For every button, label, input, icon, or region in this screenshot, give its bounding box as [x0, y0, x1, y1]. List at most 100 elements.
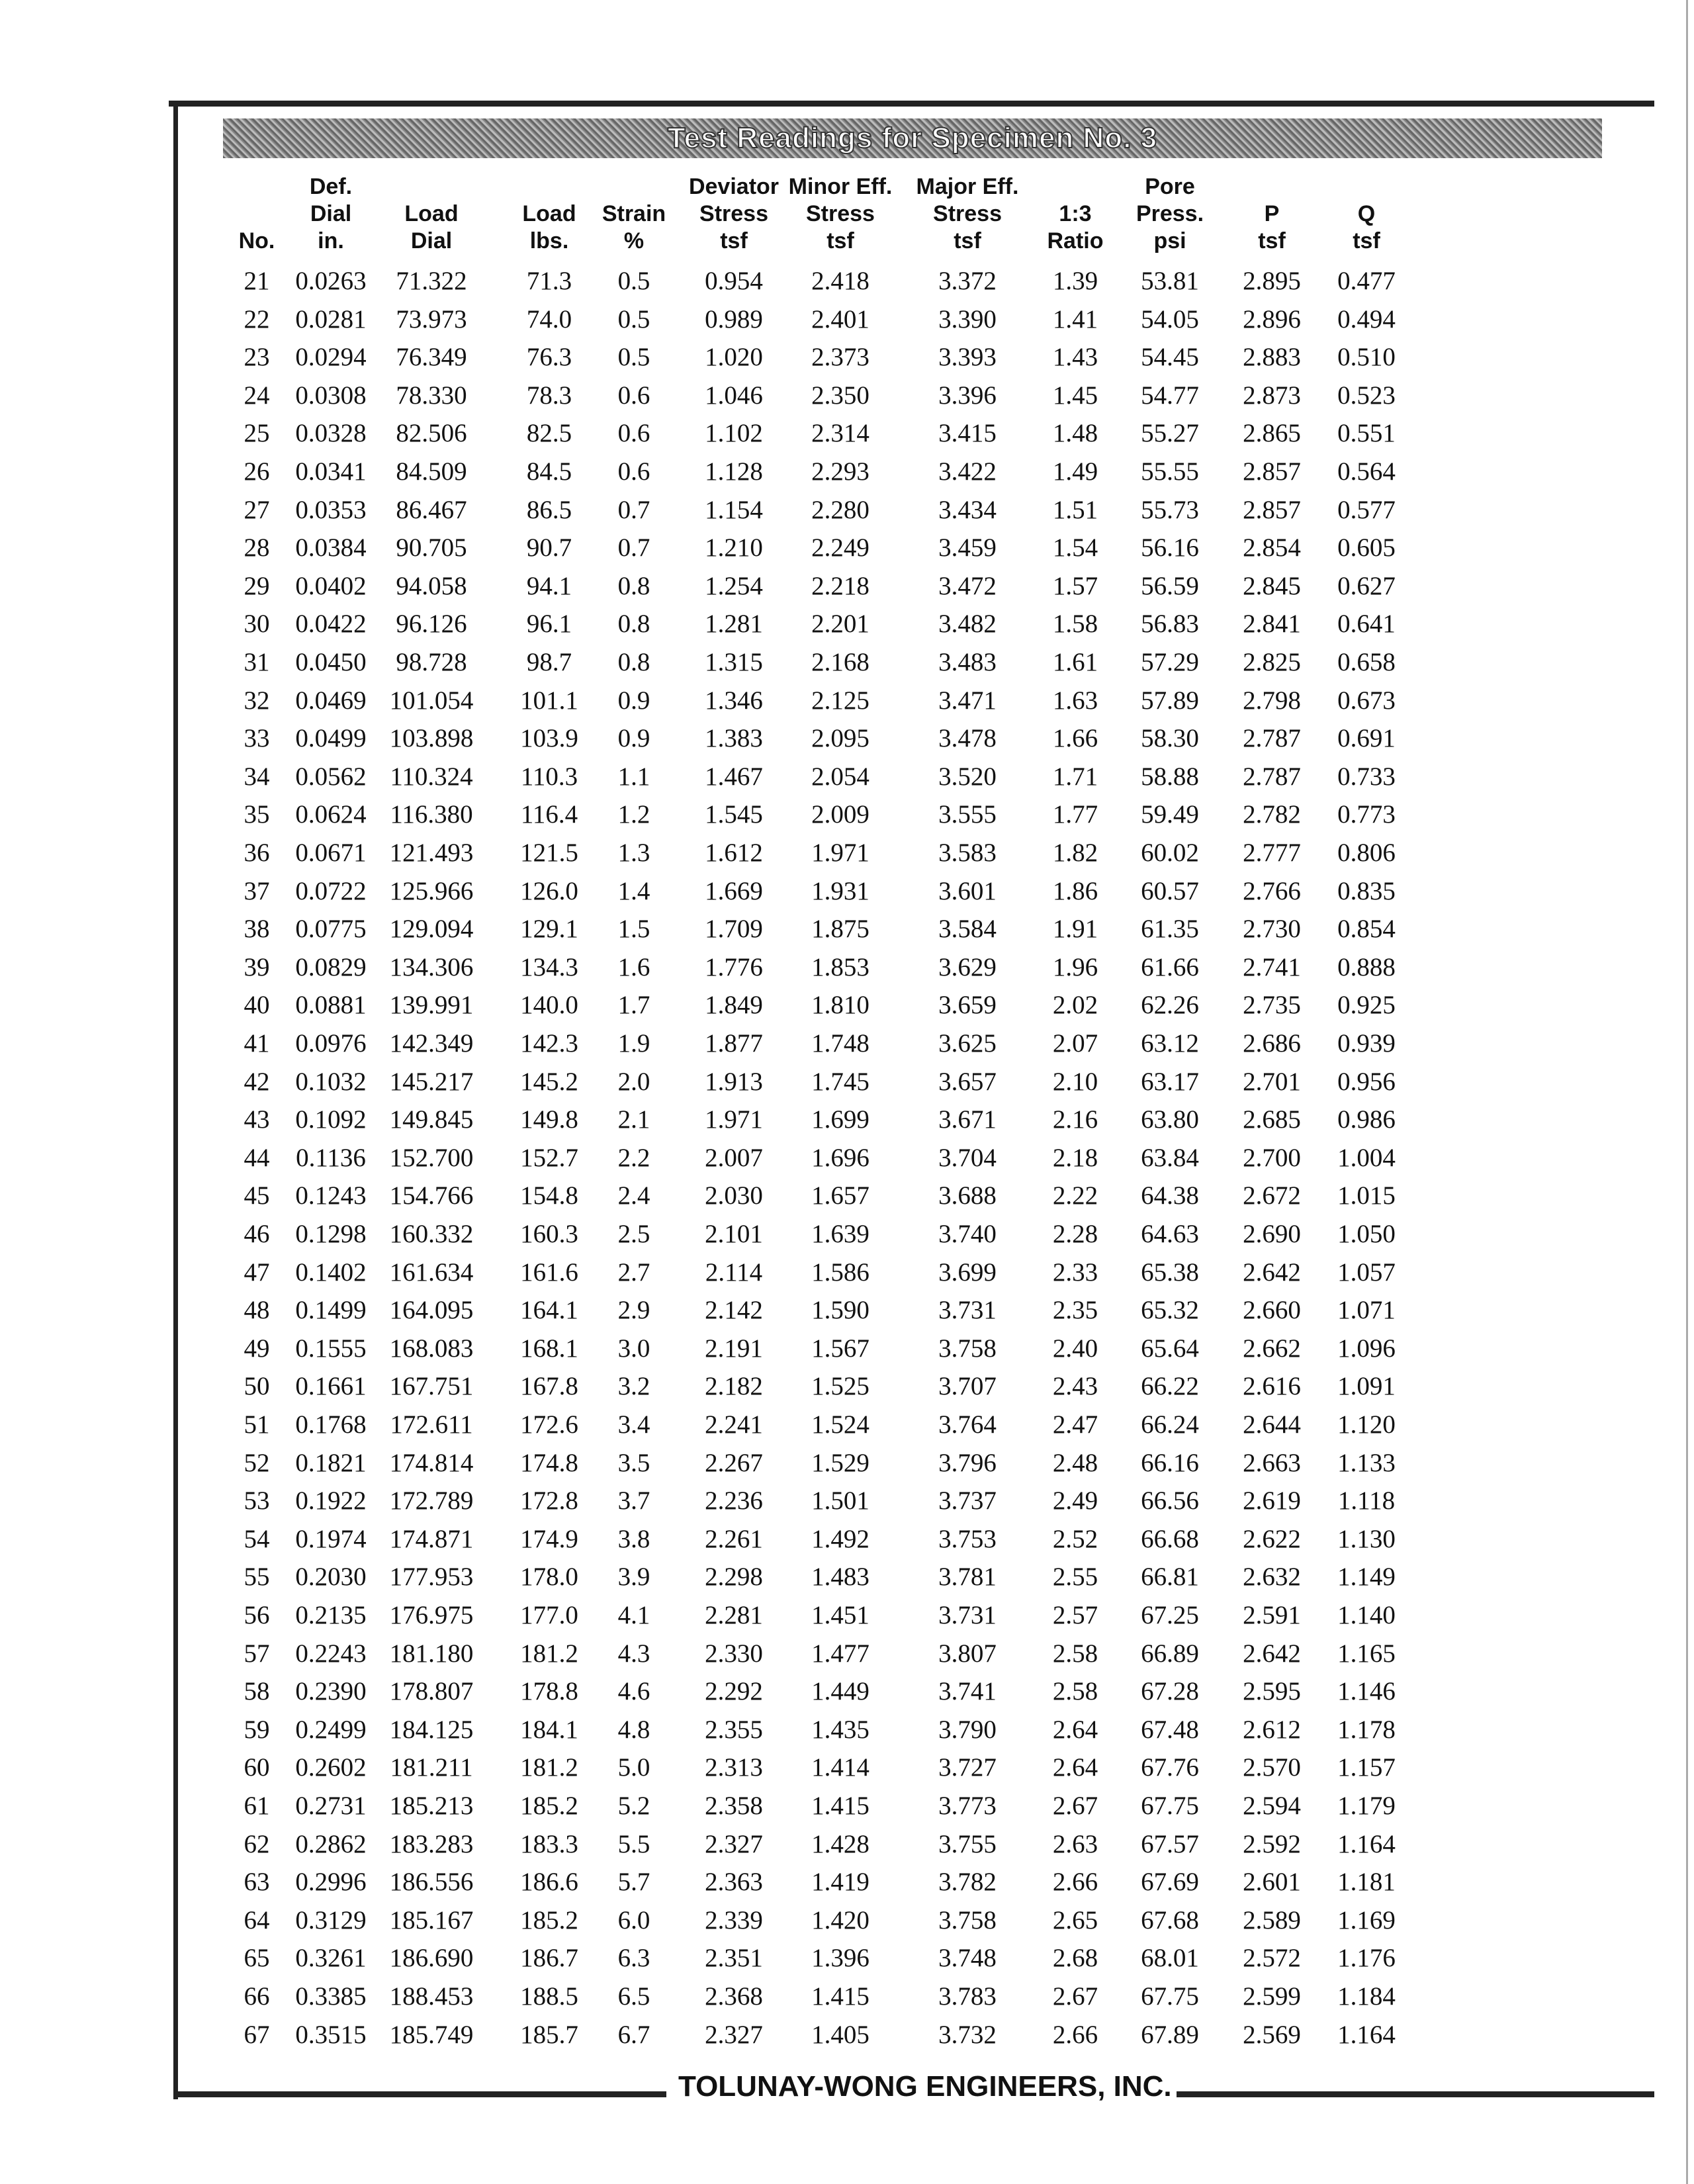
- cell-no: 41: [244, 1029, 270, 1058]
- column-header-line: Stress: [699, 201, 768, 226]
- cell-strain: 0.7: [617, 495, 650, 524]
- cell-no: 63: [244, 1868, 270, 1897]
- column-header-line: Deviator: [688, 174, 780, 199]
- cell-strain: 2.4: [617, 1181, 650, 1210]
- cell-pore-press: 55.73: [1141, 495, 1199, 524]
- cell-def-dial: 0.0722: [295, 876, 367, 905]
- cell-ratio: 2.55: [1052, 1563, 1098, 1592]
- cell-deviator-stress: 2.101: [705, 1220, 763, 1248]
- cell-def-dial: 0.1032: [295, 1067, 367, 1096]
- cell-ratio: 1.86: [1052, 876, 1098, 905]
- cell-strain: 3.7: [617, 1486, 650, 1516]
- cell-load-dial: 76.349: [396, 343, 467, 372]
- cell-pore-press: 66.68: [1141, 1524, 1199, 1553]
- cell-def-dial: 0.0422: [295, 610, 367, 639]
- cell-minor-eff-stress: 1.420: [811, 1905, 869, 1934]
- cell-load-dial: 183.283: [389, 1829, 474, 1858]
- cell-p: 2.730: [1243, 915, 1301, 944]
- cell-def-dial: 0.2731: [295, 1792, 367, 1820]
- cell-load-lbs: 94.1: [526, 571, 572, 600]
- cell-q: 0.835: [1337, 876, 1396, 905]
- company-name: TOLUNAY-WONG ENGINEERS, INC.: [678, 2070, 1172, 2103]
- cell-ratio: 1.45: [1052, 381, 1098, 410]
- cell-load-lbs: 177.0: [520, 1601, 578, 1629]
- cell-no: 40: [244, 991, 270, 1020]
- table-row: 61 0.2731 185.213 185.2 5.2 2.358 1.415 3.773 2.…: [0, 1787, 1694, 1825]
- table-row: 35 0.0624 116.380 116.4 1.2 1.545 2.009 3.555 1.…: [0, 796, 1694, 833]
- cell-q: 1.157: [1337, 1753, 1396, 1782]
- cell-p: 2.569: [1243, 2020, 1301, 2049]
- table-row: 62 0.2862 183.283 183.3 5.5 2.327 1.428 3.755 2.…: [0, 1825, 1694, 1863]
- cell-pore-press: 54.77: [1141, 381, 1199, 410]
- cell-p: 2.854: [1243, 533, 1301, 563]
- cell-deviator-stress: 1.971: [705, 1105, 763, 1134]
- cell-pore-press: 62.26: [1141, 991, 1199, 1020]
- cell-p: 2.787: [1243, 762, 1301, 791]
- cell-load-dial: 152.700: [389, 1143, 474, 1172]
- cell-deviator-stress: 1.776: [705, 952, 763, 981]
- column-header-line: Major Eff.: [916, 174, 1019, 199]
- cell-minor-eff-stress: 2.009: [811, 800, 869, 829]
- cell-load-dial: 125.966: [389, 876, 474, 905]
- cell-deviator-stress: 2.363: [705, 1868, 763, 1897]
- cell-pore-press: 63.17: [1141, 1067, 1199, 1096]
- cell-deviator-stress: 2.355: [705, 1715, 763, 1744]
- cell-minor-eff-stress: 1.483: [811, 1563, 869, 1592]
- table-row: 45 0.1243 154.766 154.8 2.4 2.030 1.657 3.688 2.…: [0, 1177, 1694, 1214]
- cell-p: 2.841: [1243, 610, 1301, 639]
- table-row: 50 0.1661 167.751 167.8 3.2 2.182 1.525 3.707 2.…: [0, 1367, 1694, 1405]
- cell-ratio: 2.10: [1052, 1067, 1098, 1096]
- cell-deviator-stress: 1.467: [705, 762, 763, 791]
- cell-load-dial: 121.493: [389, 839, 474, 867]
- cell-minor-eff-stress: 1.529: [811, 1448, 869, 1477]
- cell-no: 48: [244, 1296, 270, 1325]
- cell-ratio: 2.66: [1052, 1868, 1098, 1897]
- cell-no: 31: [244, 648, 270, 676]
- cell-load-dial: 149.845: [389, 1105, 474, 1134]
- cell-pore-press: 64.38: [1141, 1181, 1199, 1210]
- cell-def-dial: 0.1922: [295, 1486, 367, 1516]
- cell-minor-eff-stress: 2.418: [811, 267, 869, 295]
- cell-load-lbs: 186.6: [520, 1868, 578, 1897]
- cell-deviator-stress: 2.327: [705, 1829, 763, 1858]
- cell-major-eff-stress: 3.520: [938, 762, 997, 791]
- table-row: 29 0.0402 94.058 94.1 0.8 1.254 2.218 3.472 1.57…: [0, 567, 1694, 605]
- column-header-line: tsf: [1258, 228, 1286, 253]
- cell-major-eff-stress: 3.704: [938, 1143, 997, 1172]
- cell-pore-press: 57.29: [1141, 648, 1199, 676]
- cell-p: 2.787: [1243, 724, 1301, 753]
- cell-deviator-stress: 1.877: [705, 1029, 763, 1058]
- cell-q: 1.091: [1337, 1372, 1396, 1401]
- cell-pore-press: 65.64: [1141, 1334, 1199, 1363]
- cell-major-eff-stress: 3.434: [938, 495, 997, 524]
- cell-pore-press: 67.25: [1141, 1601, 1199, 1629]
- cell-no: 37: [244, 876, 270, 905]
- cell-minor-eff-stress: 2.350: [811, 381, 869, 410]
- cell-q: 0.806: [1337, 839, 1396, 867]
- cell-def-dial: 0.0263: [295, 267, 367, 295]
- cell-ratio: 2.48: [1052, 1448, 1098, 1477]
- cell-no: 27: [244, 495, 270, 524]
- cell-load-dial: 188.453: [389, 1982, 474, 2011]
- table-row: 22 0.0281 73.973 74.0 0.5 0.989 2.401 3.390 1.41…: [0, 300, 1694, 338]
- cell-strain: 0.7: [617, 533, 650, 563]
- cell-no: 64: [244, 1905, 270, 1934]
- cell-q: 0.673: [1337, 686, 1396, 715]
- cell-minor-eff-stress: 1.449: [811, 1677, 869, 1706]
- cell-major-eff-stress: 3.764: [938, 1410, 997, 1439]
- cell-load-lbs: 90.7: [526, 533, 572, 563]
- cell-minor-eff-stress: 2.314: [811, 419, 869, 448]
- cell-load-lbs: 134.3: [520, 952, 578, 981]
- cell-def-dial: 0.1974: [295, 1524, 367, 1553]
- cell-ratio: 2.63: [1052, 1829, 1098, 1858]
- table-row: 43 0.1092 149.845 149.8 2.1 1.971 1.699 3.671 2.…: [0, 1101, 1694, 1138]
- cell-p: 2.644: [1243, 1410, 1301, 1439]
- cell-ratio: 1.58: [1052, 610, 1098, 639]
- cell-def-dial: 0.0469: [295, 686, 367, 715]
- column-header-line: [522, 173, 576, 201]
- cell-p: 2.896: [1243, 304, 1301, 334]
- cell-ratio: 1.54: [1052, 533, 1098, 563]
- cell-pore-press: 67.48: [1141, 1715, 1199, 1744]
- column-header-pore-press: Pore Press. psi: [1136, 173, 1204, 255]
- cell-major-eff-stress: 3.396: [938, 381, 997, 410]
